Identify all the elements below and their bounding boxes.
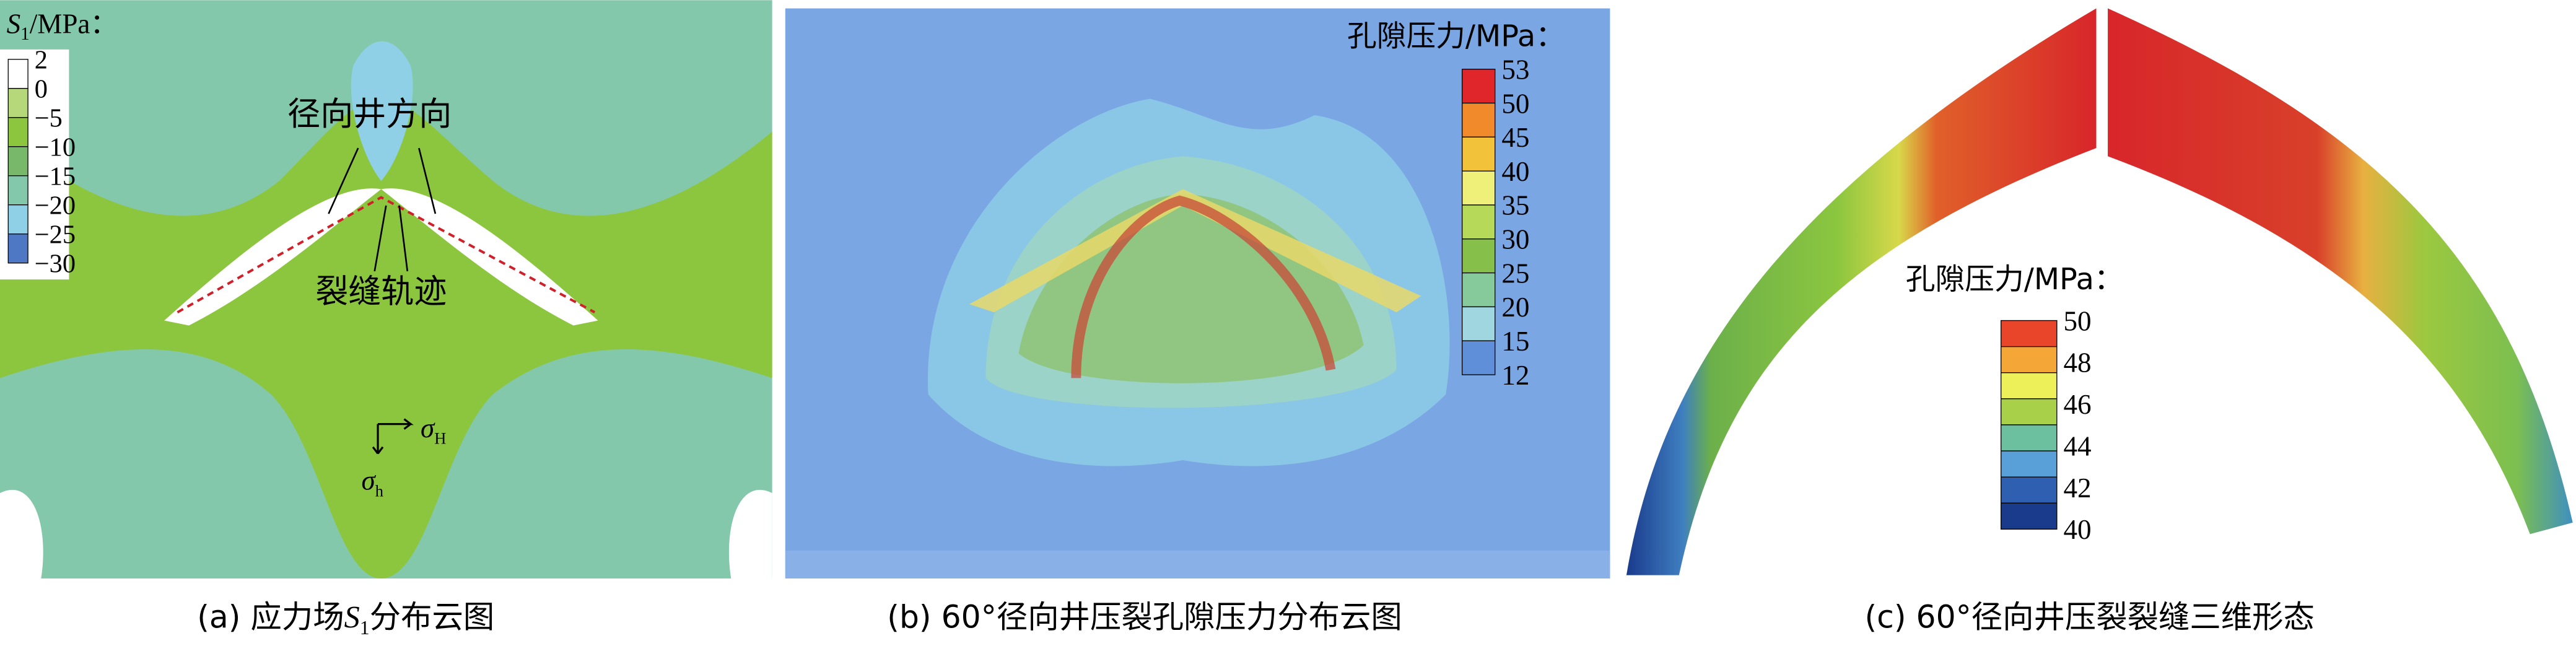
legend-tick-label: 0	[35, 75, 48, 104]
caption: (c) 60°径向井压裂裂缝三维形态	[1865, 599, 2315, 635]
legend-tick-label: 40	[2063, 514, 2091, 545]
caption-part: 分布云图	[370, 599, 495, 635]
legend-tick-label: 30	[1501, 224, 1529, 255]
legend-tick-label: −10	[35, 133, 76, 162]
legend-tick-label: −5	[35, 104, 63, 133]
legend-tick-label: 15	[1501, 326, 1529, 357]
fracture-3d	[1626, 8, 2573, 575]
legend-tick-label: −15	[35, 162, 76, 191]
legend-tick-label: −20	[35, 191, 76, 220]
symbol: σ	[362, 465, 377, 496]
unit: /MPa：	[30, 8, 118, 39]
legend-tick-label: 20	[1501, 292, 1529, 323]
legend-swatch	[2000, 476, 2058, 504]
legend-swatch	[2000, 450, 2058, 478]
caption-part: 1	[360, 617, 370, 639]
legend-swatch	[1461, 69, 1496, 104]
legend-swatch	[1461, 238, 1496, 274]
legend-title: 孔隙压力/MPa：	[1906, 263, 2124, 297]
legend-swatch	[7, 117, 28, 147]
legend-swatch	[7, 59, 28, 89]
subscript: H	[434, 429, 446, 447]
pore-pressure-contour	[785, 8, 1610, 578]
legend-tick-label: 45	[1501, 122, 1529, 153]
legend-swatch	[1461, 306, 1496, 341]
legend-swatch	[7, 146, 28, 177]
legend-tick-label: 42	[2063, 473, 2091, 504]
legend-swatch	[7, 175, 28, 206]
legend-swatch	[2000, 346, 2058, 373]
legend-swatch	[2000, 372, 2058, 399]
legend-tick-label: 46	[2063, 389, 2091, 420]
caption: (a) 应力场S1分布云图	[197, 599, 494, 639]
annotation: 裂缝轨迹	[315, 272, 447, 310]
legend-swatch	[1461, 272, 1496, 308]
legend-tick-label: −25	[35, 220, 76, 250]
caption-part: (a) 应力场	[197, 599, 344, 635]
legend-swatch	[1461, 170, 1496, 206]
legend-title: 孔隙压力/MPa：	[1347, 20, 1565, 54]
stress-contour	[0, 0, 772, 578]
legend-swatch	[7, 234, 28, 264]
legend-swatch	[2000, 320, 2058, 347]
legend-tick-label: 48	[2063, 347, 2091, 378]
legend-swatch	[2000, 398, 2058, 426]
symbol: σ	[421, 412, 435, 443]
legend-swatch	[1461, 102, 1496, 137]
legend-swatch	[1461, 204, 1496, 240]
annotation: 径向井方向	[287, 95, 452, 133]
legend-tick-label: 35	[1501, 190, 1529, 221]
legend-tick-label: 25	[1501, 258, 1529, 289]
symbol: S	[7, 8, 21, 39]
legend-tick-label: 2	[35, 46, 48, 75]
legend-tick-label: 50	[2063, 305, 2091, 336]
annotation: σh	[362, 465, 384, 500]
legend-title: S1/MPa：	[7, 8, 118, 44]
legend-tick-label: −30	[35, 250, 76, 279]
legend-swatch	[7, 88, 28, 118]
legend-tick-label: 12	[1501, 360, 1529, 391]
legend-swatch	[1461, 136, 1496, 172]
caption: (b) 60°径向井压裂孔隙压力分布云图	[887, 599, 1402, 635]
legend-tick-label: 44	[2063, 430, 2091, 461]
legend-tick-label: 53	[1501, 54, 1529, 85]
legend-tick-label: 50	[1501, 88, 1529, 119]
legend-swatch	[7, 204, 28, 235]
legend-swatch	[1461, 340, 1496, 375]
legend-swatch	[2000, 502, 2058, 530]
legend-swatch	[2000, 424, 2058, 452]
caption-part: S	[344, 600, 360, 635]
subscript: h	[375, 481, 383, 500]
subscript: 1	[20, 24, 30, 44]
legend-tick-label: 40	[1501, 156, 1529, 187]
annotation: σH	[421, 412, 446, 448]
